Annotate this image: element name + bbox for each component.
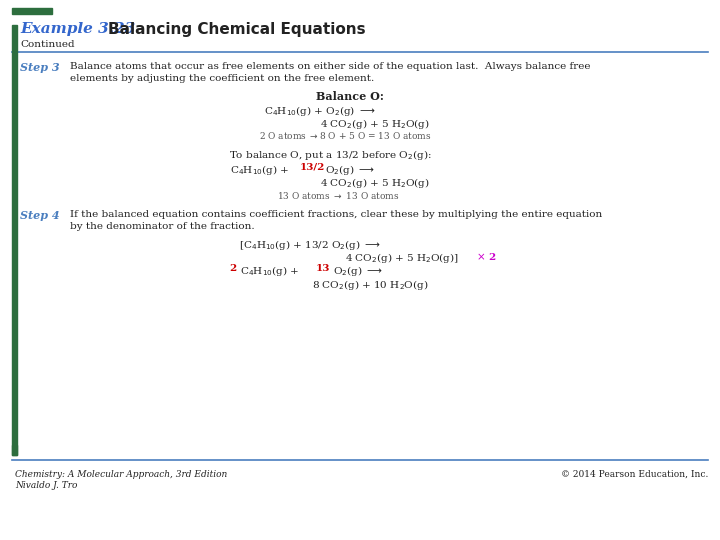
- Text: 4 CO$_2$(g) + 5 H$_2$O(g): 4 CO$_2$(g) + 5 H$_2$O(g): [320, 176, 430, 190]
- Text: Step 3: Step 3: [20, 62, 60, 73]
- Text: C$_4$H$_{10}$(g) +: C$_4$H$_{10}$(g) +: [240, 264, 300, 278]
- Text: elements by adjusting the coefficient on the free element.: elements by adjusting the coefficient on…: [70, 74, 374, 83]
- Text: by the denominator of the fraction.: by the denominator of the fraction.: [70, 222, 255, 231]
- Text: 13 O atoms $\rightarrow$ 13 O atoms: 13 O atoms $\rightarrow$ 13 O atoms: [276, 190, 400, 201]
- Text: $\times$ 2: $\times$ 2: [476, 251, 497, 262]
- Text: O$_2$(g) $\longrightarrow$: O$_2$(g) $\longrightarrow$: [322, 163, 375, 177]
- Text: © 2014 Pearson Education, Inc.: © 2014 Pearson Education, Inc.: [561, 470, 708, 479]
- Text: C$_4$H$_{10}$(g) +: C$_4$H$_{10}$(g) +: [230, 163, 290, 177]
- Text: Continued: Continued: [20, 40, 75, 49]
- Bar: [12, 8, 52, 14]
- Text: Balance atoms that occur as free elements on either side of the equation last.  : Balance atoms that occur as free element…: [70, 62, 590, 71]
- Text: O$_2$(g) $\longrightarrow$: O$_2$(g) $\longrightarrow$: [330, 264, 383, 278]
- Text: Balance O:: Balance O:: [316, 91, 384, 102]
- Text: Step 4: Step 4: [20, 210, 60, 221]
- Text: Chemistry: A Molecular Approach, 3rd Edition: Chemistry: A Molecular Approach, 3rd Edi…: [15, 470, 228, 479]
- Text: Example 3.23: Example 3.23: [20, 22, 135, 36]
- Text: C$_4$H$_{10}$(g) + O$_2$(g) $\longrightarrow$: C$_4$H$_{10}$(g) + O$_2$(g) $\longrighta…: [264, 104, 376, 118]
- Text: Nivaldo J. Tro: Nivaldo J. Tro: [15, 481, 77, 490]
- Text: 4 CO$_2$(g) + 5 H$_2$O(g): 4 CO$_2$(g) + 5 H$_2$O(g): [320, 117, 430, 131]
- Text: 2 O atoms $\rightarrow$8 O + 5 O = 13 O atoms: 2 O atoms $\rightarrow$8 O + 5 O = 13 O …: [258, 130, 431, 141]
- Text: 13: 13: [316, 264, 330, 273]
- Text: [C$_4$H$_{10}$(g) + 13/2 O$_2$(g) $\longrightarrow$: [C$_4$H$_{10}$(g) + 13/2 O$_2$(g) $\long…: [239, 238, 381, 252]
- Text: 13/2: 13/2: [300, 163, 325, 172]
- Text: Balancing Chemical Equations: Balancing Chemical Equations: [108, 22, 366, 37]
- Bar: [12, 25, 17, 455]
- Text: 8 CO$_2$(g) + 10 H$_2$O(g): 8 CO$_2$(g) + 10 H$_2$O(g): [312, 278, 428, 292]
- Text: To balance O, put a 13/2 before O$_2$(g):: To balance O, put a 13/2 before O$_2$(g)…: [229, 148, 431, 162]
- Bar: [12, 445, 17, 455]
- Text: 4 CO$_2$(g) + 5 H$_2$O(g)]: 4 CO$_2$(g) + 5 H$_2$O(g)]: [345, 251, 459, 265]
- Text: If the balanced equation contains coefficient fractions, clear these by multiply: If the balanced equation contains coeffi…: [70, 210, 602, 219]
- Text: 2: 2: [230, 264, 241, 273]
